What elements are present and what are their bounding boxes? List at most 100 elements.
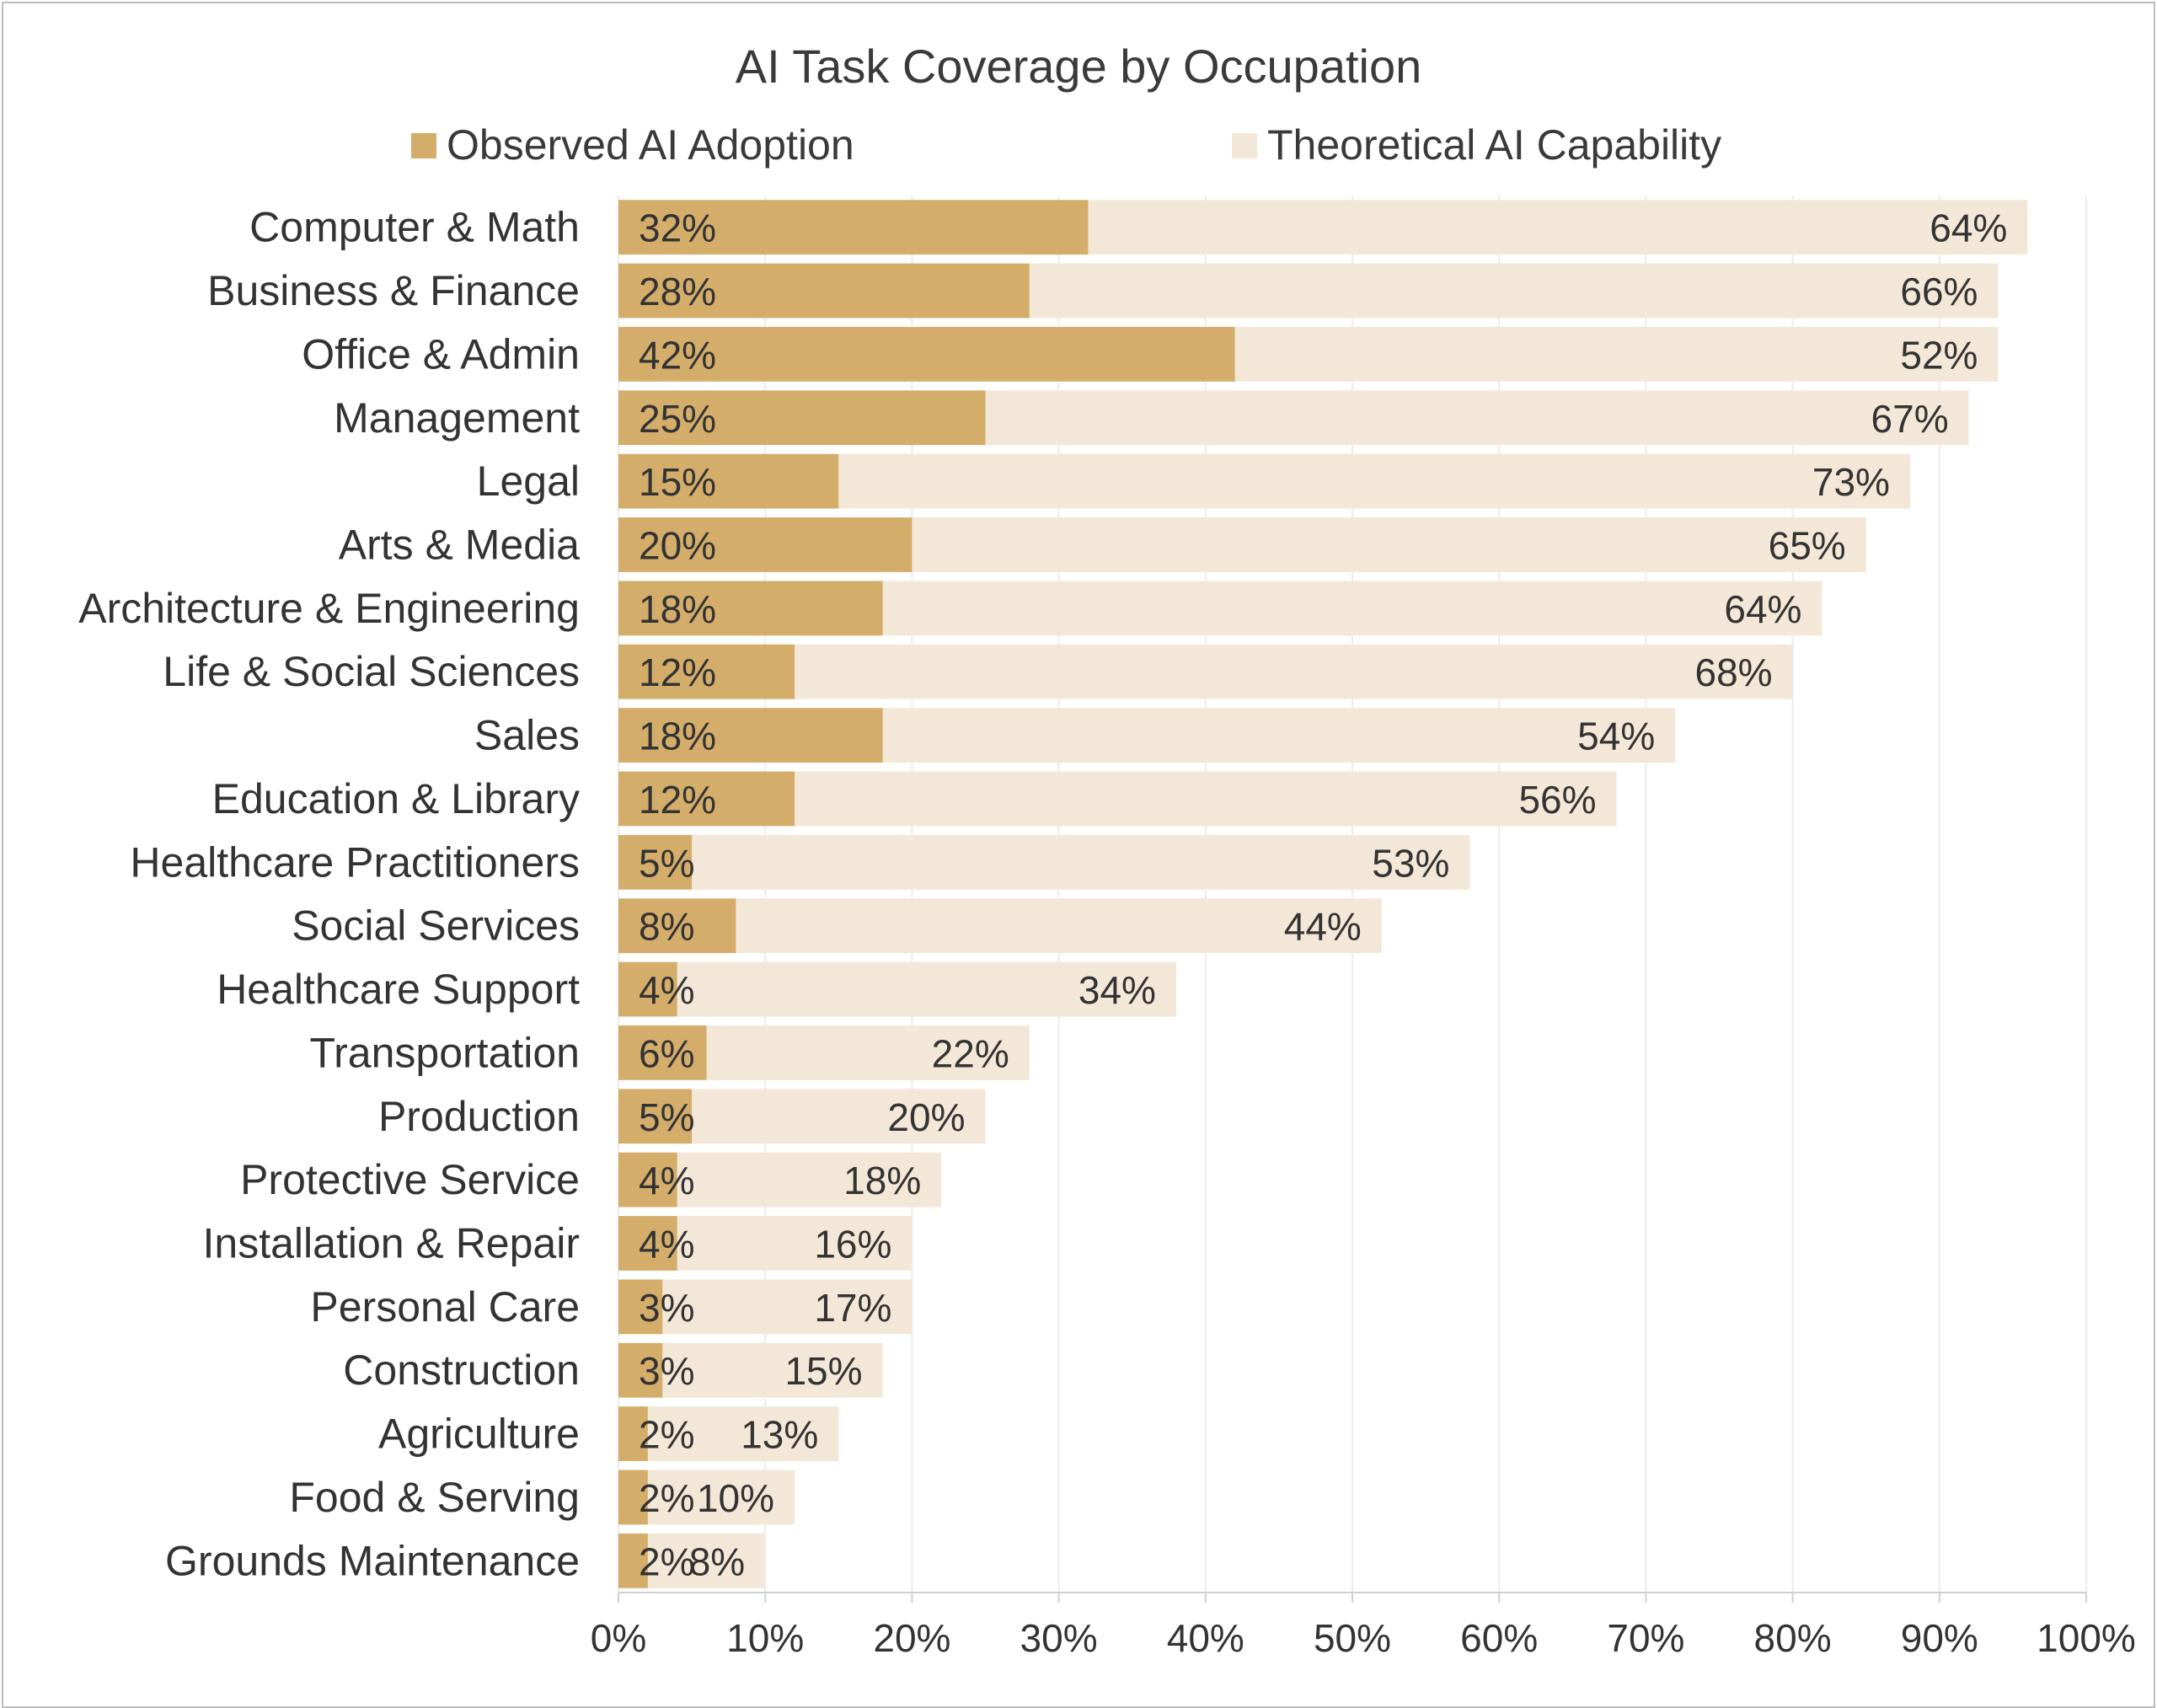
bar-observed bbox=[618, 327, 1235, 382]
data-label-observed: 2% bbox=[639, 1413, 694, 1457]
legend-label-observed: Observed AI Adoption bbox=[447, 121, 854, 169]
x-tick-label: 40% bbox=[1167, 1616, 1244, 1660]
data-label-observed: 42% bbox=[639, 333, 716, 377]
data-label-theoretical: 16% bbox=[814, 1223, 891, 1266]
category-label: Transportation bbox=[309, 1029, 580, 1076]
bar-observed bbox=[618, 1216, 677, 1271]
bar-observed bbox=[618, 1089, 693, 1144]
bar-theoretical bbox=[692, 1089, 986, 1144]
x-tick-label: 70% bbox=[1607, 1616, 1684, 1660]
data-label-observed: 25% bbox=[639, 397, 716, 441]
data-label-observed: 18% bbox=[639, 587, 716, 631]
data-label-observed: 5% bbox=[639, 841, 694, 885]
data-label-observed: 15% bbox=[639, 460, 716, 504]
bar-observed bbox=[618, 834, 693, 890]
category-label: Education & Library bbox=[212, 775, 580, 822]
data-label-theoretical: 34% bbox=[1078, 968, 1156, 1012]
category-label: Life & Social Sciences bbox=[163, 648, 580, 695]
bar-observed bbox=[618, 644, 795, 699]
category-label: Grounds Maintenance bbox=[165, 1537, 580, 1584]
category-label: Office & Admin bbox=[302, 330, 580, 377]
bar-observed bbox=[618, 1470, 648, 1525]
category-label: Protective Service bbox=[240, 1156, 580, 1203]
bar-theoretical bbox=[1029, 263, 1999, 319]
data-label-observed: 5% bbox=[639, 1095, 694, 1139]
category-label: Food & Serving bbox=[289, 1474, 580, 1521]
bar-observed bbox=[618, 1533, 648, 1588]
bar-theoretical bbox=[1088, 200, 2028, 255]
x-tick-label: 20% bbox=[873, 1616, 950, 1660]
data-label-observed: 4% bbox=[639, 1159, 694, 1202]
category-label: Production bbox=[378, 1093, 580, 1140]
data-label-observed: 4% bbox=[639, 968, 694, 1012]
data-label-observed: 3% bbox=[639, 1349, 694, 1393]
category-labels: Computer & Math Business & Finance Office … bbox=[78, 204, 580, 1585]
bar-observed bbox=[618, 263, 1030, 319]
data-label-observed: 12% bbox=[639, 651, 716, 694]
x-tick-label: 30% bbox=[1020, 1616, 1098, 1660]
bar-observed bbox=[618, 453, 839, 509]
bar-theoretical bbox=[736, 898, 1382, 954]
legend-swatch-observed bbox=[411, 133, 436, 158]
data-label-theoretical: 64% bbox=[1724, 587, 1801, 631]
data-label-theoretical: 17% bbox=[814, 1286, 891, 1330]
data-label-observed: 6% bbox=[639, 1031, 694, 1075]
data-label-theoretical: 10% bbox=[697, 1476, 774, 1520]
data-label-theoretical: 20% bbox=[887, 1095, 965, 1139]
x-tick-label: 90% bbox=[1901, 1616, 1978, 1660]
bar-observed bbox=[618, 898, 736, 954]
bar-observed bbox=[618, 961, 677, 1017]
x-tick-label: 80% bbox=[1754, 1616, 1832, 1660]
data-label-theoretical: 44% bbox=[1284, 905, 1362, 949]
bar-theoretical bbox=[706, 1025, 1030, 1080]
bar-theoretical bbox=[795, 644, 1793, 699]
bar-theoretical bbox=[795, 771, 1617, 827]
category-label: Installation & Repair bbox=[203, 1220, 580, 1267]
bar-observed bbox=[618, 1152, 677, 1207]
x-tick-label: 60% bbox=[1460, 1616, 1538, 1660]
bar-observed bbox=[618, 390, 986, 446]
bar-observed bbox=[618, 708, 883, 763]
data-label-theoretical: 18% bbox=[843, 1159, 921, 1202]
data-label-theoretical: 66% bbox=[1900, 270, 1978, 313]
data-label-theoretical: 64% bbox=[1930, 206, 2007, 250]
category-label: Architecture & Engineering bbox=[78, 585, 580, 632]
data-label-observed: 8% bbox=[639, 905, 694, 949]
bar-theoretical bbox=[662, 1279, 913, 1335]
data-label-theoretical: 68% bbox=[1695, 651, 1773, 694]
data-label-theoretical: 8% bbox=[689, 1539, 745, 1583]
x-tick-label: 10% bbox=[726, 1616, 804, 1660]
bar-theoretical bbox=[912, 517, 1866, 572]
bar-observed bbox=[618, 517, 913, 572]
chart-canvas: AI Task Coverage by Occupation Observed … bbox=[78, 40, 2136, 1660]
data-label-theoretical: 65% bbox=[1769, 524, 1846, 568]
x-tick-label: 100% bbox=[2037, 1616, 2136, 1660]
category-label: Sales bbox=[474, 712, 580, 759]
data-label-observed: 2% bbox=[639, 1476, 694, 1520]
bar-observed bbox=[618, 1342, 663, 1398]
data-label-observed: 4% bbox=[639, 1223, 694, 1266]
bar-theoretical bbox=[692, 834, 1470, 890]
bar-theoretical bbox=[677, 961, 1176, 1017]
data-label-theoretical: 15% bbox=[784, 1349, 862, 1393]
bar-theoretical bbox=[662, 1342, 883, 1398]
bar-theoretical bbox=[882, 708, 1676, 763]
x-tick-label: 0% bbox=[591, 1616, 646, 1660]
data-label-observed: 28% bbox=[639, 270, 716, 313]
bars: 32% 64% 28% 66% 42% 52% 25% 67% 15% 73% 20% 65% 18% 6… bbox=[618, 200, 2028, 1588]
data-label-theoretical: 54% bbox=[1577, 715, 1655, 758]
bar-theoretical bbox=[647, 1533, 766, 1588]
data-label-observed: 3% bbox=[639, 1286, 694, 1330]
category-label: Legal bbox=[477, 458, 580, 505]
category-label: Computer & Math bbox=[249, 204, 580, 251]
data-label-observed: 2% bbox=[639, 1539, 694, 1583]
legend: Observed AI Adoption Theoretical AI Capa… bbox=[411, 121, 1721, 169]
bar-theoretical bbox=[647, 1470, 795, 1525]
category-label: Social Services bbox=[292, 902, 580, 950]
legend-swatch-theoretical bbox=[1232, 133, 1257, 158]
data-label-theoretical: 56% bbox=[1518, 778, 1596, 822]
bar-theoretical bbox=[647, 1406, 839, 1461]
data-label-theoretical: 52% bbox=[1900, 333, 1978, 377]
data-label-observed: 32% bbox=[639, 206, 716, 250]
bar-observed bbox=[618, 1025, 707, 1080]
